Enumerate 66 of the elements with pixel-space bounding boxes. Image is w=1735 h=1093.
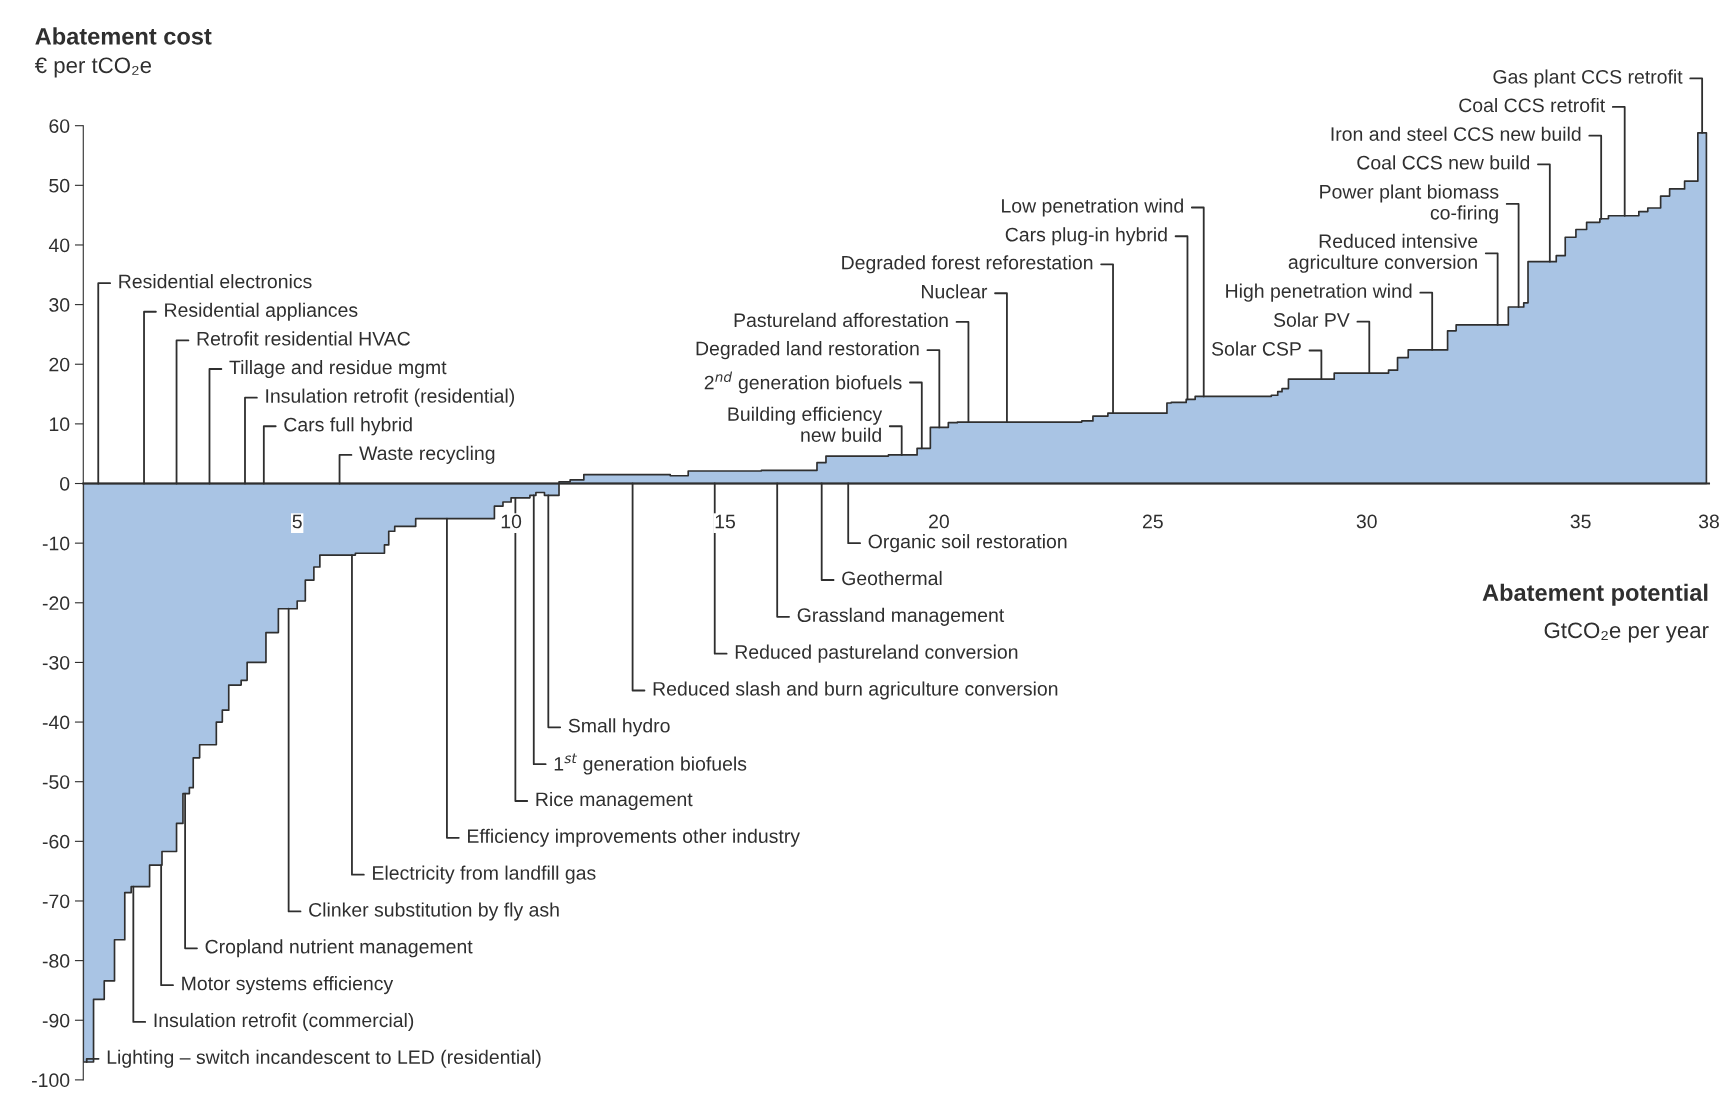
annotation: Rice management <box>536 791 693 811</box>
y-tick-label: -70 <box>42 894 70 909</box>
annotation: Efficiency improvements other industry <box>468 828 800 847</box>
y-tick-label: 10 <box>49 417 70 432</box>
annotation: Coal CCS new build <box>1357 155 1530 170</box>
x-tick-label: 25 <box>1142 514 1163 529</box>
annotation: Cars plug-in hybrid <box>1005 227 1167 246</box>
annotation: Iron and steel CCS new build <box>1331 126 1581 141</box>
annotation: Pastureland afforestation <box>734 312 948 328</box>
annotation: Insulation retrofit (commercial) <box>154 1012 414 1032</box>
annotation: Electricity from landfill gas <box>373 865 596 884</box>
annotation: Solar CSP <box>1211 341 1301 356</box>
annotation: Gas plant CCS retrofit <box>1493 69 1683 88</box>
annotation: Residential appliances <box>165 302 358 321</box>
annotation: 2$^{nd}$ generation biofuels <box>704 371 902 394</box>
y-tick-label: -20 <box>42 596 70 611</box>
annotation: Geothermal <box>842 570 942 586</box>
y-tick-label: -100 <box>32 1073 70 1088</box>
x-tick-label: 30 <box>1356 514 1377 529</box>
annotation: Grassland management <box>797 607 1005 626</box>
annotation: Degraded land restoration <box>696 341 919 360</box>
y-tick-label: 0 <box>60 476 70 491</box>
x-tick-label: 5 <box>292 514 302 529</box>
x-tick-label: 10 <box>501 514 522 529</box>
annotation: Small hydro <box>568 718 670 737</box>
annotation: Organic soil restoration <box>868 534 1067 553</box>
y-tick-label: -80 <box>42 954 70 968</box>
y-tick-label: -40 <box>42 715 70 730</box>
annotation: Building efficiency new build <box>728 406 883 442</box>
y-tick-label: 40 <box>48 238 70 253</box>
y-tick-label: -60 <box>42 834 70 849</box>
annotation: Motor systems efficiency <box>182 976 394 995</box>
annotation: Coal CCS retrofit <box>1459 97 1606 113</box>
y-tick-label: 30 <box>49 298 70 312</box>
annotation: Reduced intensive agriculture conversion <box>1288 233 1478 273</box>
x-tick-label: 15 <box>715 514 735 529</box>
annotation: Insulation retrofit (residential) <box>266 388 515 407</box>
annotation: Reduced pastureland conversion <box>735 644 1018 663</box>
x-tick-label: 20 <box>929 514 949 529</box>
y-tick-label: 60 <box>49 119 70 133</box>
x-tick-label: 38 <box>1698 514 1719 529</box>
annotation: Nuclear <box>922 284 988 299</box>
annotation: Reduced slash and burn agriculture conversion <box>653 681 1058 700</box>
x-tick-label: 35 <box>1570 514 1591 529</box>
y-tick-label: 50 <box>49 178 70 193</box>
y-tick-label: -10 <box>42 536 70 551</box>
annotation: Solar PV <box>1273 312 1350 327</box>
y-tick-label: 20 <box>49 357 70 372</box>
annotation: Lighting – switch incandescent to LED (residential) <box>107 1049 541 1068</box>
annotation: Cars full hybrid <box>284 417 412 436</box>
annotation: Cropland nutrient management <box>205 939 473 958</box>
annotation: 1$^{st}$ generation biofuels <box>554 753 747 775</box>
annotation: Degraded forest reforestation <box>842 255 1093 274</box>
y-tick-label: -30 <box>42 655 70 670</box>
annotation: High penetration wind <box>1226 283 1412 302</box>
x-axis-title: Abatement potential GtCO₂e per year <box>1482 583 1709 643</box>
annotation: Tillage and residue mgmt <box>229 359 447 379</box>
annotation: Power plant biomass co-firing <box>1320 184 1499 224</box>
y-tick-label: -50 <box>42 775 70 789</box>
y-tick-label: -90 <box>42 1013 70 1028</box>
annotation: Waste recycling <box>359 445 495 464</box>
y-axis-title: Abatement cost € per tCO₂e <box>34 27 212 78</box>
annotation: Retrofit residential HVAC <box>197 331 411 346</box>
annotation: Residential electronics <box>119 274 312 289</box>
annotation: Low penetration wind <box>1002 198 1183 217</box>
annotation: Clinker substitution by fly ash <box>309 902 559 921</box>
